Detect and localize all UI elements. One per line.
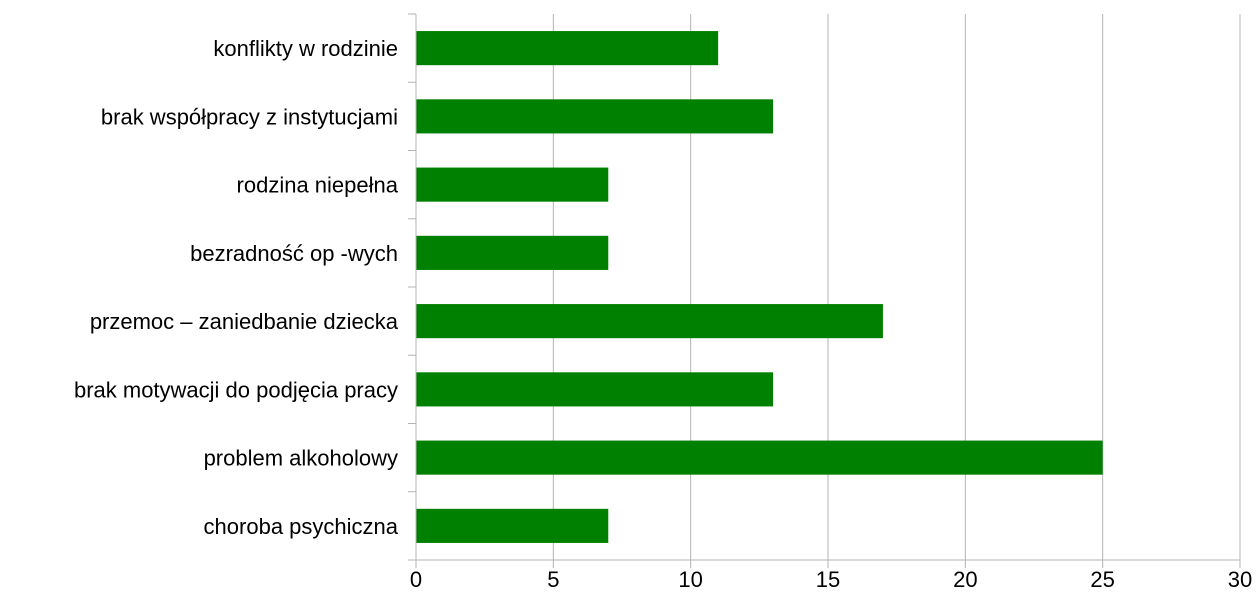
x-tick-label: 15 bbox=[816, 567, 840, 588]
x-tick-label: 30 bbox=[1228, 567, 1252, 588]
category-label: brak współpracy z instytucjami bbox=[101, 104, 398, 129]
bar bbox=[416, 440, 1103, 475]
x-tick-label: 0 bbox=[410, 567, 422, 588]
bar bbox=[416, 372, 774, 407]
bar-layer bbox=[416, 31, 1103, 543]
bar bbox=[416, 31, 719, 66]
x-tick-label: 10 bbox=[678, 567, 702, 588]
x-tick-label: 20 bbox=[953, 567, 977, 588]
label-layer: 0 5 10 15 20 25 30 konflikty w rodzinie brak wsp… bbox=[74, 36, 1252, 592]
bar bbox=[416, 235, 609, 270]
category-label: przemoc – zaniedbanie dziecka bbox=[90, 309, 399, 334]
category-label: rodzina niepełna bbox=[237, 173, 399, 198]
x-tick-label: 5 bbox=[547, 567, 559, 588]
category-label: problem alkoholowy bbox=[204, 446, 398, 471]
category-label: bezradność op -wych bbox=[190, 241, 398, 266]
category-label: choroba psychiczna bbox=[204, 514, 399, 539]
category-label: brak motywacji do podjęcia pracy bbox=[74, 377, 398, 402]
bar bbox=[416, 167, 609, 202]
category-label: konflikty w rodzinie bbox=[213, 36, 398, 61]
bar bbox=[416, 304, 883, 339]
grid-layer bbox=[415, 14, 1241, 568]
axis-layer bbox=[408, 13, 1240, 561]
x-tick-label: 25 bbox=[1090, 567, 1114, 588]
bar bbox=[416, 99, 774, 134]
bar bbox=[416, 508, 609, 543]
